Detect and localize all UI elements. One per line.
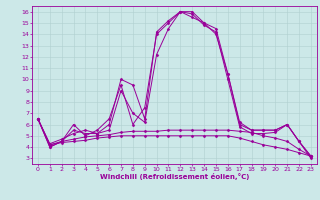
X-axis label: Windchill (Refroidissement éolien,°C): Windchill (Refroidissement éolien,°C) — [100, 173, 249, 180]
